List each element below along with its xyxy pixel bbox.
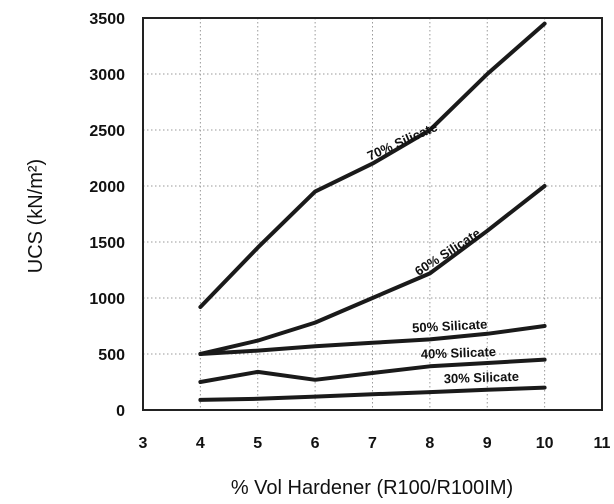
y-tick-labels: 0 500 1000 1500 2000 2500 3000 3500: [89, 11, 125, 420]
series-line-70-silicate: [198, 21, 547, 309]
x-axis-title: % Vol Hardener (R100/R100IM): [231, 477, 513, 499]
series-line-30-silicate: [198, 385, 547, 402]
y-tick-label: 500: [98, 347, 125, 364]
x-tick-label: 4: [196, 435, 205, 452]
grid-lines: [143, 18, 602, 410]
series-label-30-silicate: 30% Silicate: [444, 369, 520, 387]
plot-frame: [142, 17, 603, 411]
y-tick-label: 1500: [89, 235, 125, 252]
x-tick-label: 3: [139, 435, 148, 452]
series-line-60-silicate: [198, 184, 547, 356]
x-tick-labels: 3 4 5 6 7 8 9 10 11: [139, 435, 611, 452]
y-tick-label: 2000: [89, 179, 125, 196]
series-labels: 70% Silicate 60% Silicate 50% Silicate 40% …: [365, 119, 519, 386]
x-tick-label: 7: [368, 435, 377, 452]
x-tick-label: 8: [425, 435, 434, 452]
series-line-40-silicate: [198, 357, 547, 384]
series-label-40-silicate: 40% Silicate: [421, 344, 497, 362]
y-axis-title: UCS (kN/m²): [25, 159, 47, 273]
y-tick-label: 3500: [89, 11, 125, 28]
series-label-50-silicate: 50% Silicate: [412, 317, 488, 336]
series-line-50-silicate: [198, 324, 547, 356]
series-lines: [198, 21, 547, 402]
series-label-60-silicate: 60% Silicate: [412, 225, 483, 279]
y-tick-label: 2500: [89, 123, 125, 140]
x-tick-label: 5: [253, 435, 262, 452]
x-tick-label: 9: [483, 435, 492, 452]
x-tick-label: 6: [311, 435, 320, 452]
y-tick-label: 0: [116, 403, 125, 420]
x-tick-label: 11: [594, 435, 611, 452]
series-label-70-silicate: 70% Silicate: [365, 119, 440, 163]
x-tick-label: 10: [536, 435, 554, 452]
y-tick-label: 1000: [89, 291, 125, 308]
y-tick-label: 3000: [89, 67, 125, 84]
